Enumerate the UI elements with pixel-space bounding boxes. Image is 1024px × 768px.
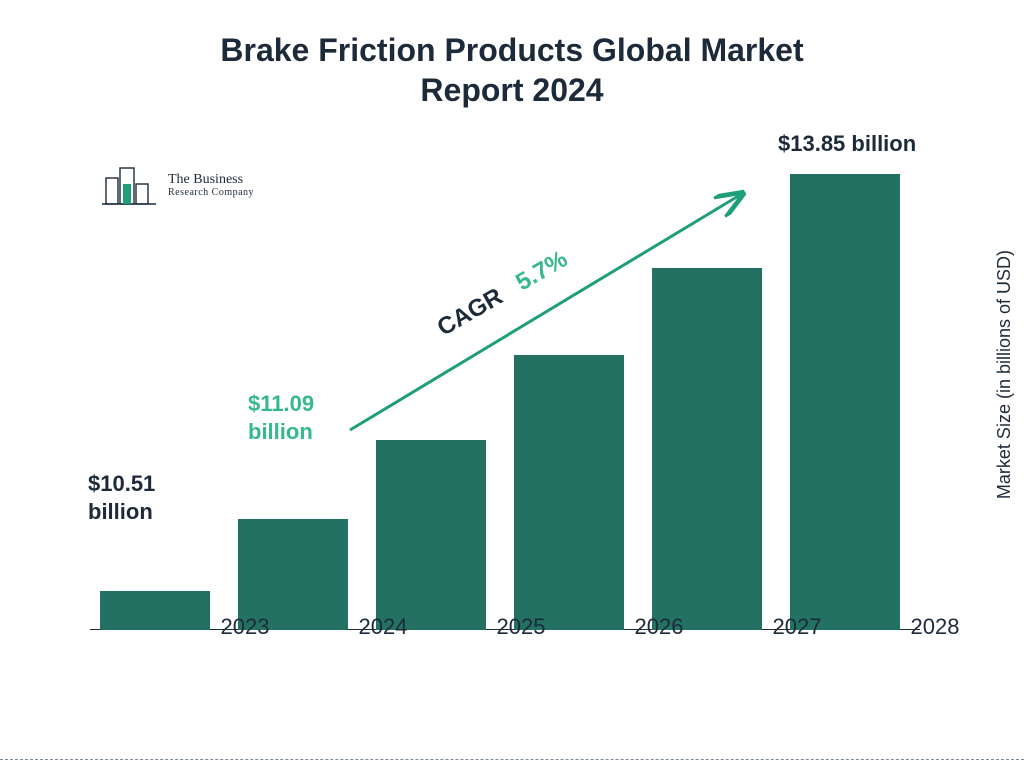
bar-2027 <box>652 268 762 631</box>
bar-2028 <box>790 174 900 630</box>
x-labels-container: 202320242025202620272028 <box>180 582 1010 612</box>
x-label-2027: 2027 <box>742 614 852 640</box>
x-label-2026: 2026 <box>604 614 714 640</box>
data-label-2: $13.85 billion <box>778 130 916 158</box>
x-label-2024: 2024 <box>328 614 438 640</box>
chart-title: Brake Friction Products Global MarketRep… <box>0 30 1024 110</box>
bars-container <box>90 160 920 630</box>
y-axis-label: Market Size (in billions of USD) <box>994 250 1015 499</box>
data-label-1: $11.09billion <box>248 390 314 445</box>
chart-area: 202320242025202620272028 <box>90 160 920 670</box>
x-label-2023: 2023 <box>190 614 300 640</box>
x-label-2025: 2025 <box>466 614 576 640</box>
title-text: Brake Friction Products Global MarketRep… <box>220 32 803 108</box>
bottom-dashed-line <box>0 759 1024 760</box>
x-label-2028: 2028 <box>880 614 990 640</box>
data-label-0: $10.51billion <box>88 470 155 525</box>
chart-canvas: Brake Friction Products Global MarketRep… <box>0 0 1024 768</box>
